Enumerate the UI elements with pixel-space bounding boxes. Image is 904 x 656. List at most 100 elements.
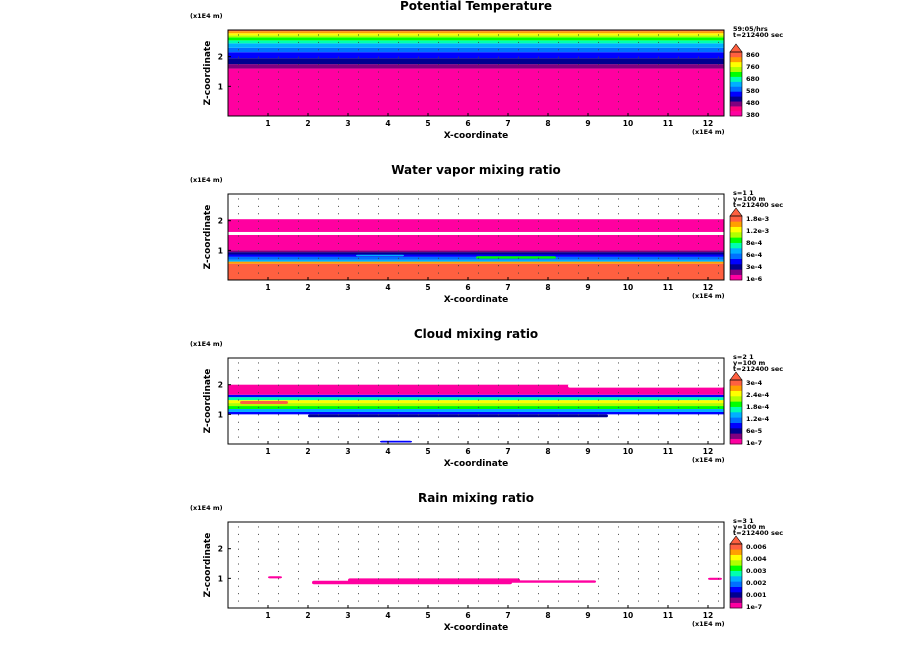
grid-dot: [238, 257, 239, 259]
grid-dot: [438, 198, 439, 200]
grid-dot: [578, 600, 579, 602]
grid-dot: [378, 593, 379, 595]
grid-dot: [538, 563, 539, 565]
colorbar-swatch: [730, 248, 742, 254]
grid-dot: [558, 600, 559, 602]
grid-dot: [358, 406, 359, 408]
grid-dot: [678, 414, 679, 416]
contour-patch: [240, 401, 288, 404]
grid-dot: [398, 64, 399, 66]
grid-dot: [438, 362, 439, 364]
grid-dot: [538, 541, 539, 543]
info-text: y=100 m: [733, 523, 766, 531]
grid-dot: [518, 585, 519, 587]
grid-dot: [398, 526, 399, 528]
grid-dot: [538, 578, 539, 580]
grid-dot: [238, 49, 239, 51]
grid-dot: [338, 86, 339, 88]
grid-dot: [438, 526, 439, 528]
grid-dot: [558, 526, 559, 528]
grid-dot: [618, 41, 619, 43]
grid-dot: [278, 593, 279, 595]
x-tick-label: 3: [345, 119, 350, 128]
grid-dot: [598, 570, 599, 572]
grid-dot: [378, 101, 379, 103]
grid-dot: [538, 392, 539, 394]
grid-dot: [378, 429, 379, 431]
chart-title: Water vapor mixing ratio: [391, 163, 561, 177]
grid-dot: [398, 265, 399, 267]
grid-dot: [698, 257, 699, 259]
grid-dot: [718, 101, 719, 103]
grid-dot: [298, 93, 299, 95]
grid-dot: [538, 377, 539, 379]
grid-dot: [498, 436, 499, 438]
contour-layer: [228, 30, 724, 32]
colorbar-swatch: [730, 66, 742, 72]
grid-dot: [298, 108, 299, 110]
grid-dot: [478, 220, 479, 222]
grid-dot: [618, 585, 619, 587]
grid-dot: [458, 257, 459, 259]
grid-dot: [678, 108, 679, 110]
grid-dot: [558, 436, 559, 438]
grid-dot: [398, 250, 399, 252]
grid-dot: [358, 362, 359, 364]
grid-dot: [238, 78, 239, 80]
grid-dot: [498, 533, 499, 535]
grid-dot: [338, 242, 339, 244]
grid-dot: [298, 578, 299, 580]
grid-dot: [698, 578, 699, 580]
grid-dot: [358, 250, 359, 252]
x-tick-label: 1: [265, 611, 270, 620]
grid-dot: [598, 93, 599, 95]
grid-dot: [398, 362, 399, 364]
colorbar-label: 0.004: [746, 555, 767, 563]
grid-dot: [278, 71, 279, 73]
x-tick-label: 12: [703, 283, 713, 292]
grid-dot: [258, 257, 259, 259]
grid-dot: [318, 429, 319, 431]
grid-dot: [258, 399, 259, 401]
contour-patch: [348, 578, 520, 582]
grid-dot: [538, 436, 539, 438]
grid-dot: [318, 213, 319, 215]
grid-dot: [438, 265, 439, 267]
contour-layer: [228, 252, 724, 255]
grid-dot: [398, 272, 399, 274]
grid-dot: [238, 563, 239, 565]
grid-dot: [258, 593, 259, 595]
grid-dot: [338, 421, 339, 423]
grid-dot: [238, 362, 239, 364]
grid-dot: [438, 64, 439, 66]
chart-svg: Water vapor mixing ratio(x1E4 m)1 2 3 4 5 6 7 8…: [190, 163, 783, 305]
grid-dot: [638, 362, 639, 364]
grid-dot: [358, 257, 359, 259]
grid-dot: [458, 377, 459, 379]
grid-dot: [678, 101, 679, 103]
info-text: y=100 m: [733, 359, 766, 367]
grid-dot: [698, 108, 699, 110]
grid-dot: [638, 272, 639, 274]
grid-dot: [298, 257, 299, 259]
grid-dot: [518, 377, 519, 379]
grid-dot: [458, 541, 459, 543]
grid-dot: [558, 578, 559, 580]
contour-patch: [268, 576, 282, 579]
grid-dot: [638, 205, 639, 207]
grid-dot: [558, 93, 559, 95]
grid-dot: [238, 228, 239, 230]
grid-dot: [358, 399, 359, 401]
grid-dot: [598, 250, 599, 252]
grid-dot: [518, 205, 519, 207]
grid-dot: [498, 242, 499, 244]
grid-dot: [438, 34, 439, 36]
grid-dot: [358, 421, 359, 423]
grid-dot: [298, 399, 299, 401]
grid-dot: [418, 526, 419, 528]
grid-dot: [238, 56, 239, 58]
grid-dot: [278, 533, 279, 535]
grid-dot: [458, 213, 459, 215]
grid-dot: [538, 213, 539, 215]
grid-dot: [558, 384, 559, 386]
